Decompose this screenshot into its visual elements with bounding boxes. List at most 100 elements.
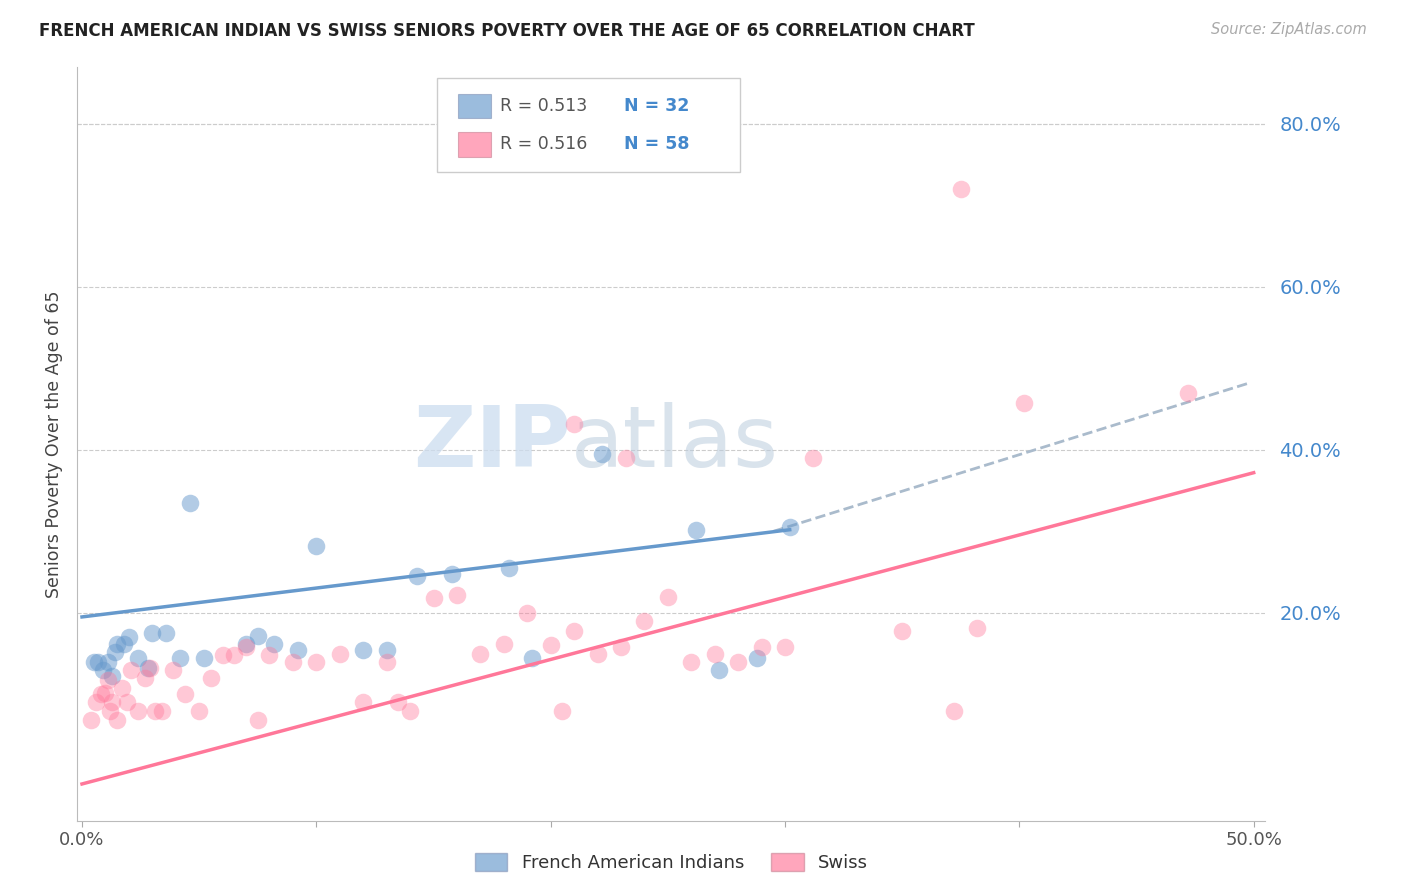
Text: atlas: atlas: [571, 402, 779, 485]
Point: [80, 714, 103, 728]
Y-axis label: Seniors Poverty Over the Age of 65: Seniors Poverty Over the Age of 65: [45, 290, 63, 598]
Point: [422, 591, 444, 606]
Point: [562, 417, 585, 431]
Point: [211, 648, 233, 663]
Point: [120, 663, 142, 677]
Point: [134, 671, 156, 685]
Point: [305, 655, 328, 669]
Point: [375, 642, 398, 657]
Point: [94, 686, 117, 700]
Text: R = 0.513: R = 0.513: [501, 97, 588, 115]
Point: [150, 704, 173, 718]
Point: [610, 640, 633, 654]
Point: [127, 704, 149, 718]
Point: [101, 696, 124, 710]
Point: [709, 663, 731, 677]
Point: [801, 450, 824, 465]
Point: [101, 669, 124, 683]
Point: [136, 661, 159, 675]
Point: [1177, 385, 1199, 400]
Point: [174, 687, 197, 701]
Point: [246, 714, 269, 728]
Text: Source: ZipAtlas.com: Source: ZipAtlas.com: [1211, 22, 1367, 37]
Point: [441, 566, 464, 581]
Point: [97, 673, 120, 687]
Point: [942, 704, 965, 718]
Point: [352, 696, 374, 710]
Point: [406, 569, 429, 583]
Text: N = 32: N = 32: [624, 97, 689, 115]
Text: FRENCH AMERICAN INDIAN VS SWISS SENIORS POVERTY OVER THE AGE OF 65 CORRELATION C: FRENCH AMERICAN INDIAN VS SWISS SENIORS …: [39, 22, 976, 40]
Text: R = 0.516: R = 0.516: [501, 136, 588, 153]
Point: [470, 647, 492, 661]
Point: [259, 648, 281, 663]
Bar: [457, 132, 491, 156]
Point: [329, 647, 352, 661]
Point: [614, 450, 637, 465]
Point: [949, 182, 972, 196]
Point: [188, 704, 211, 718]
Point: [703, 647, 725, 661]
Point: [779, 520, 801, 534]
Point: [540, 639, 562, 653]
Point: [105, 714, 128, 728]
Point: [591, 447, 613, 461]
Legend: French American Indians, Swiss: French American Indians, Swiss: [467, 846, 876, 880]
Point: [551, 704, 574, 718]
Point: [111, 681, 134, 695]
Point: [224, 648, 246, 663]
Point: [891, 624, 914, 638]
Point: [516, 606, 538, 620]
Point: [90, 687, 112, 701]
Point: [773, 640, 796, 654]
Point: [681, 655, 703, 669]
FancyBboxPatch shape: [437, 78, 741, 172]
Point: [118, 630, 141, 644]
Point: [162, 663, 184, 677]
Point: [375, 655, 398, 669]
Point: [352, 642, 374, 657]
Point: [263, 637, 285, 651]
Point: [520, 650, 543, 665]
Point: [246, 629, 269, 643]
Point: [1012, 395, 1035, 409]
Point: [562, 624, 585, 638]
Bar: [457, 95, 491, 119]
Point: [657, 590, 679, 604]
Text: ZIP: ZIP: [412, 402, 571, 485]
Point: [399, 704, 422, 718]
Point: [235, 637, 257, 651]
Point: [98, 704, 121, 718]
Point: [169, 650, 191, 665]
Point: [287, 642, 309, 657]
Point: [492, 637, 515, 651]
Point: [305, 539, 328, 553]
Point: [155, 626, 177, 640]
Point: [127, 650, 149, 665]
Point: [143, 704, 166, 718]
Point: [745, 650, 768, 665]
Point: [727, 655, 749, 669]
Point: [281, 655, 304, 669]
Point: [751, 640, 773, 654]
Point: [193, 650, 215, 665]
Point: [104, 645, 127, 659]
Point: [112, 637, 135, 651]
Point: [115, 696, 138, 710]
Point: [235, 640, 257, 654]
Point: [139, 661, 162, 675]
Point: [141, 626, 163, 640]
Point: [91, 663, 114, 677]
Point: [387, 696, 409, 710]
Point: [87, 655, 110, 669]
Point: [586, 647, 609, 661]
Point: [498, 561, 520, 575]
Point: [83, 655, 105, 669]
Point: [685, 523, 707, 537]
Point: [97, 655, 120, 669]
Point: [446, 588, 468, 602]
Point: [633, 614, 655, 628]
Text: N = 58: N = 58: [624, 136, 689, 153]
Point: [105, 637, 128, 651]
Point: [84, 696, 107, 710]
